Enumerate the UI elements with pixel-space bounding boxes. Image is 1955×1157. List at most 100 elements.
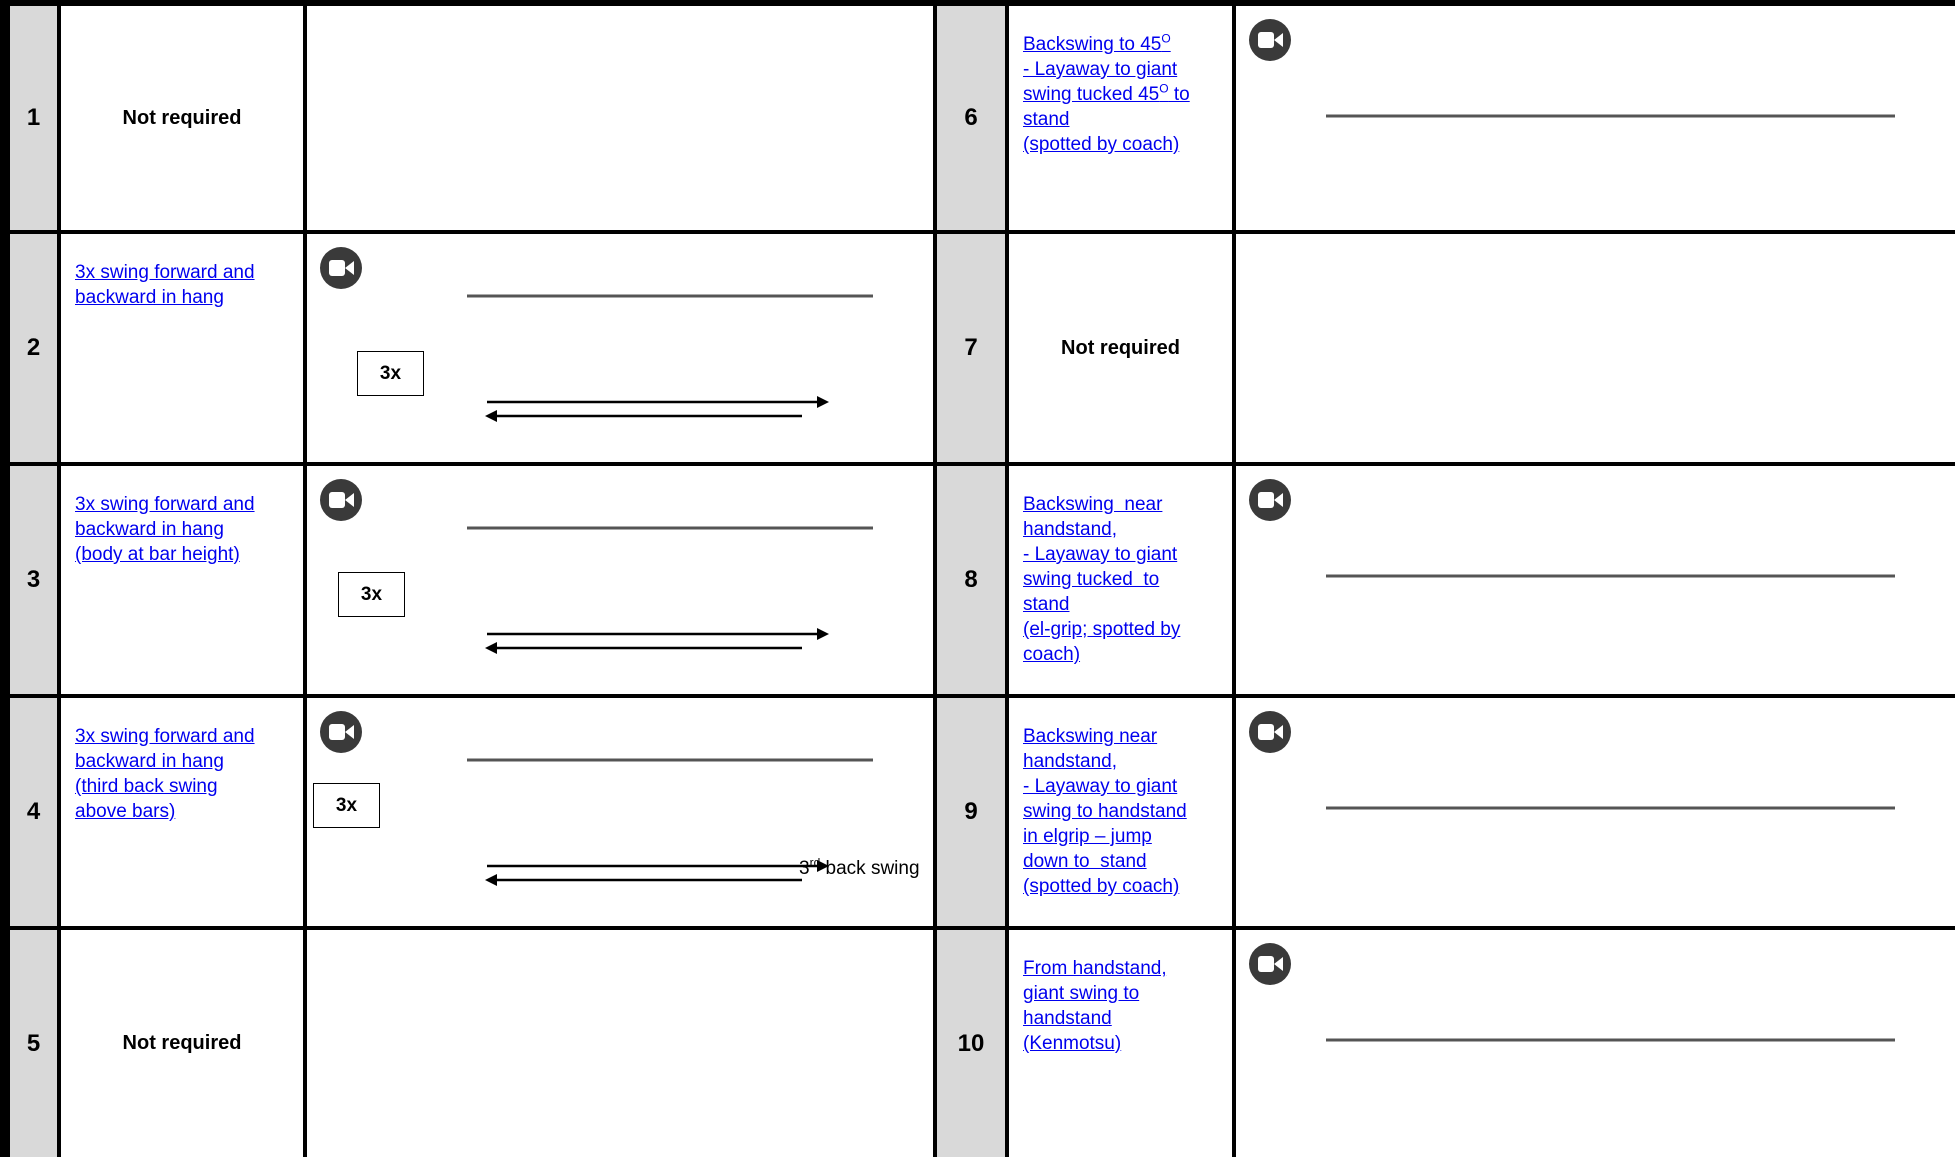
video-icon-body[interactable] bbox=[1258, 32, 1274, 48]
row-number: 7 bbox=[937, 234, 1005, 462]
exercise-link[interactable]: (third back swing bbox=[75, 774, 303, 799]
exercise-link[interactable]: handstand, bbox=[1023, 517, 1232, 542]
illustration bbox=[1236, 6, 1955, 230]
video-icon-lens[interactable] bbox=[1274, 725, 1283, 739]
video-icon-body[interactable] bbox=[1258, 956, 1274, 972]
exercise-link[interactable]: swing tucked to bbox=[1023, 567, 1232, 592]
video-icon[interactable] bbox=[1249, 479, 1291, 521]
illustration bbox=[1236, 930, 1955, 1157]
text: swing tucked 45 bbox=[1023, 84, 1160, 105]
video-icon-lens[interactable] bbox=[345, 261, 354, 275]
text: 3x swing forward and bbox=[75, 262, 255, 283]
illustration: 3x 3rd back swing bbox=[307, 698, 933, 926]
exercise-link[interactable]: coach) bbox=[1023, 642, 1232, 667]
exercise-link[interactable]: 3x swing forward and bbox=[75, 492, 303, 517]
caption: 3rd back swing bbox=[799, 855, 920, 880]
illustration bbox=[307, 930, 933, 1157]
exercise-link[interactable]: (Kenmotsu) bbox=[1023, 1031, 1232, 1056]
exercise-link[interactable]: - Layaway to giant bbox=[1023, 774, 1232, 799]
exercise-link[interactable]: swing to handstand bbox=[1023, 799, 1232, 824]
illustration bbox=[1236, 698, 1955, 926]
exercise-link[interactable]: (body at bar height) bbox=[75, 542, 303, 567]
video-icon-body[interactable] bbox=[1258, 724, 1274, 740]
drawing bbox=[1236, 234, 1955, 462]
drawing bbox=[307, 930, 933, 1157]
video-icon[interactable] bbox=[320, 247, 362, 289]
video-icon-lens[interactable] bbox=[1274, 957, 1283, 971]
text: stand bbox=[1023, 109, 1070, 130]
row-number: 3 bbox=[10, 466, 57, 694]
description: Backswing near handstand, - Layaway to gia… bbox=[1009, 466, 1232, 694]
video-icon[interactable] bbox=[1249, 943, 1291, 985]
video-icon[interactable] bbox=[320, 711, 362, 753]
video-icon-lens[interactable] bbox=[1274, 493, 1283, 507]
description: From handstand, giant swing to handstand (K… bbox=[1009, 930, 1232, 1157]
exercise-link[interactable]: - Layaway to giant bbox=[1023, 57, 1232, 82]
exercise-link[interactable]: giant swing to bbox=[1023, 981, 1232, 1006]
video-icon-body[interactable] bbox=[1258, 492, 1274, 508]
drawing bbox=[320, 711, 873, 886]
exercise-link[interactable]: handstand, bbox=[1023, 749, 1232, 774]
exercise-link[interactable]: - Layaway to giant bbox=[1023, 542, 1232, 567]
superscript: O bbox=[1159, 81, 1169, 96]
exercise-link[interactable]: above bars) bbox=[75, 799, 303, 824]
video-icon[interactable] bbox=[320, 479, 362, 521]
text: to bbox=[1168, 84, 1190, 105]
count-box: 3x bbox=[338, 572, 405, 617]
video-icon-lens[interactable] bbox=[345, 725, 354, 739]
row-number: 2 bbox=[10, 234, 57, 462]
superscript: rd bbox=[809, 855, 821, 870]
drawing bbox=[1249, 711, 1895, 810]
description: Backswing near handstand, - Layaway to gia… bbox=[1009, 698, 1232, 926]
video-icon-body[interactable] bbox=[329, 724, 345, 740]
exercise-link[interactable]: stand bbox=[1023, 107, 1232, 132]
exercise-link[interactable]: (spotted by coach) bbox=[1023, 874, 1232, 899]
exercise-link[interactable]: 3x swing forward and bbox=[75, 724, 303, 749]
illustration: 3x bbox=[307, 234, 933, 462]
text: 3x swing forward and bbox=[75, 494, 255, 515]
text: giant swing to bbox=[1023, 983, 1140, 1004]
text: backward in hang bbox=[75, 751, 224, 772]
row-number: 8 bbox=[937, 466, 1005, 694]
video-icon[interactable] bbox=[1249, 711, 1291, 753]
exercise-link[interactable]: 3x swing forward and bbox=[75, 260, 303, 285]
text: swing to handstand bbox=[1023, 801, 1187, 822]
exercise-link[interactable]: (spotted by coach) bbox=[1023, 132, 1232, 157]
exercise-link[interactable]: swing tucked 45O to bbox=[1023, 82, 1232, 107]
exercise-link[interactable]: backward in hang bbox=[75, 749, 303, 774]
description: 3x swing forward and backward in hang (bod… bbox=[61, 466, 303, 694]
exercise-link[interactable]: down to stand bbox=[1023, 849, 1232, 874]
arrow-head bbox=[485, 642, 497, 654]
exercise-link[interactable]: backward in hang bbox=[75, 285, 303, 310]
exercise-link[interactable]: From handstand, bbox=[1023, 956, 1232, 981]
drawing bbox=[1249, 943, 1895, 1042]
not-required: Not required bbox=[1009, 234, 1232, 462]
text: handstand, bbox=[1023, 751, 1118, 772]
text: back swing bbox=[820, 858, 920, 879]
text: - Layaway to giant bbox=[1023, 776, 1178, 797]
row-number: 5 bbox=[10, 930, 57, 1157]
text: Backswing to 45 bbox=[1023, 34, 1162, 55]
exercise-link[interactable]: handstand bbox=[1023, 1006, 1232, 1031]
exercise-link[interactable]: stand bbox=[1023, 592, 1232, 617]
exercise-link[interactable]: in elgrip – jump bbox=[1023, 824, 1232, 849]
exercise-link[interactable]: Backswing near bbox=[1023, 724, 1232, 749]
row-number: 6 bbox=[937, 6, 1005, 230]
exercise-link[interactable]: (el-grip; spotted by bbox=[1023, 617, 1232, 642]
video-icon[interactable] bbox=[1249, 19, 1291, 61]
video-icon-lens[interactable] bbox=[345, 493, 354, 507]
text: handstand bbox=[1023, 1008, 1112, 1029]
text: down to stand bbox=[1023, 851, 1147, 872]
video-icon-body[interactable] bbox=[329, 260, 345, 276]
video-icon-lens[interactable] bbox=[1274, 33, 1283, 47]
text: swing tucked to bbox=[1023, 569, 1160, 590]
arrow-head bbox=[485, 410, 497, 422]
exercise-link[interactable]: Backswing near bbox=[1023, 492, 1232, 517]
text: (third back swing bbox=[75, 776, 218, 797]
video-icon-body[interactable] bbox=[329, 492, 345, 508]
exercise-link[interactable]: backward in hang bbox=[75, 517, 303, 542]
drawing bbox=[307, 6, 933, 230]
superscript: O bbox=[1161, 31, 1171, 46]
illustration bbox=[1236, 234, 1955, 462]
exercise-link[interactable]: Backswing to 45O bbox=[1023, 32, 1232, 57]
